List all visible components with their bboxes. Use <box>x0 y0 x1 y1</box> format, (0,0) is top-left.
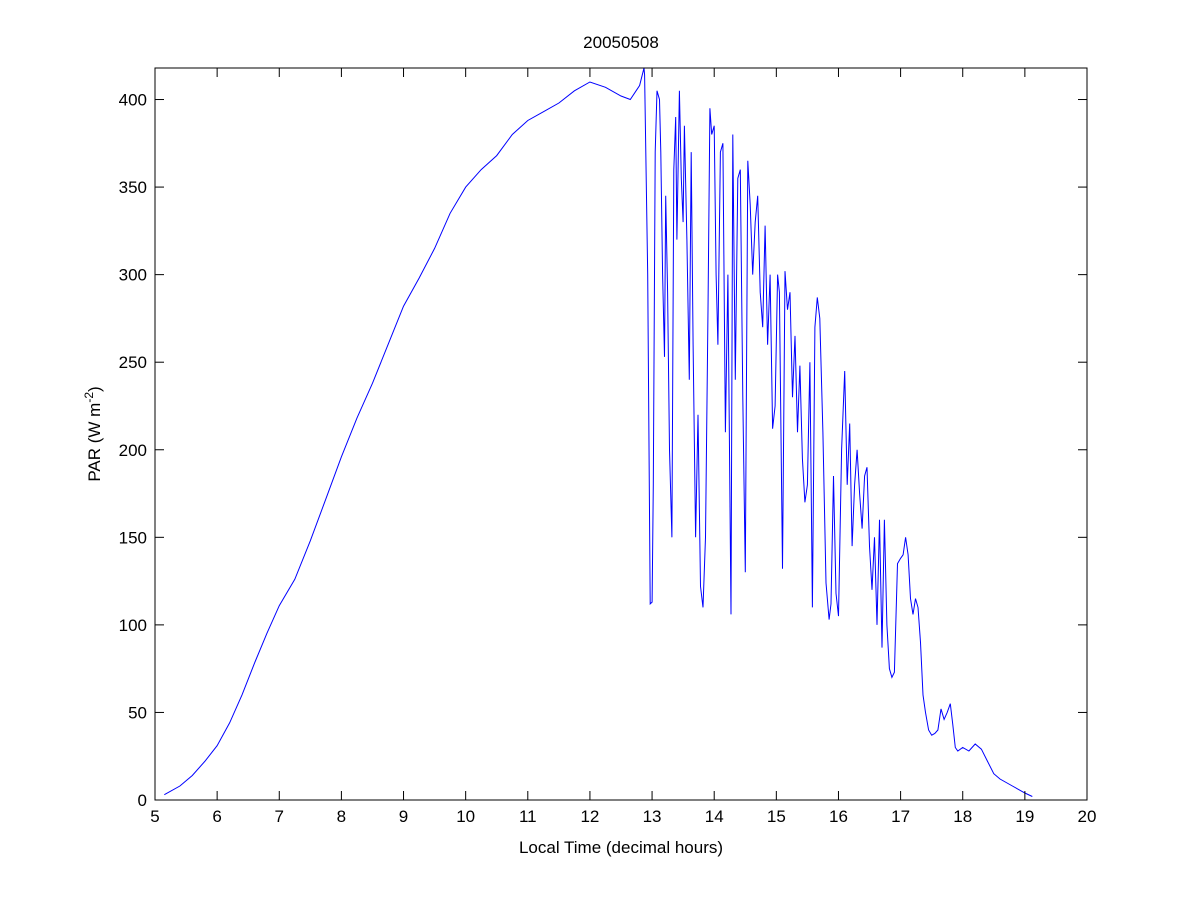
y-axis-label-exponent: -2 <box>82 392 96 403</box>
y-tick-label: 50 <box>128 703 147 722</box>
y-tick-label: 0 <box>138 791 147 810</box>
x-tick-label: 11 <box>519 807 537 826</box>
x-tick-label: 7 <box>275 807 284 826</box>
x-tick-label: 20 <box>1078 807 1097 826</box>
y-tick-label: 350 <box>119 178 147 197</box>
x-tick-label: 16 <box>829 807 848 826</box>
x-tick-label: 8 <box>337 807 346 826</box>
y-tick-label: 100 <box>119 616 147 635</box>
y-tick-label: 150 <box>119 528 147 547</box>
x-tick-label: 18 <box>953 807 972 826</box>
y-tick-label: 300 <box>119 266 147 285</box>
x-tick-label: 10 <box>456 807 475 826</box>
x-tick-label: 13 <box>643 807 662 826</box>
axes-box <box>154 67 1088 801</box>
x-tick-label: 15 <box>767 807 786 826</box>
x-tick-label: 9 <box>399 807 408 826</box>
x-axis-label: Local Time (decimal hours) <box>519 838 723 857</box>
x-axis-ticks: 5 6 7 8 9 10 11 12 13 14 15 16 17 18 19 20 <box>150 68 1096 826</box>
y-tick-label: 400 <box>119 91 147 110</box>
x-tick-label: 5 <box>150 807 159 826</box>
y-tick-label: 250 <box>119 353 147 372</box>
y-axis-label-main: PAR (W m <box>85 403 104 482</box>
y-axis-ticks: 0 50 100 150 200 250 300 350 400 <box>119 91 1087 810</box>
x-tick-label: 17 <box>891 807 910 826</box>
y-axis-label: PAR (W m-2) <box>82 386 104 481</box>
y-tick-label: 200 <box>119 441 147 460</box>
plot-area <box>154 67 1088 801</box>
x-tick-label: 14 <box>705 807 724 826</box>
series-line-par <box>164 67 1033 797</box>
chart-title: 20050508 <box>583 33 659 52</box>
x-tick-label: 12 <box>580 807 599 826</box>
x-tick-label: 6 <box>212 807 221 826</box>
y-axis-label-close: ) <box>85 386 104 392</box>
x-tick-label: 19 <box>1015 807 1034 826</box>
